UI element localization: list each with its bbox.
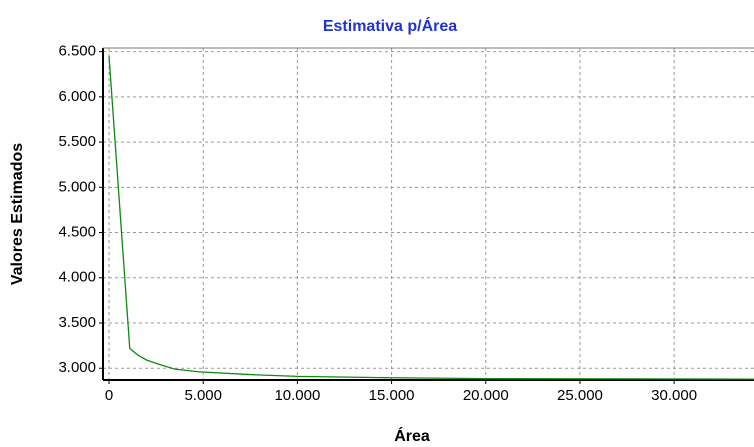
data-line xyxy=(108,56,754,380)
plot-area xyxy=(103,48,754,380)
x-tick-label: 25.000 xyxy=(557,387,603,404)
y-tick-label: 4.000 xyxy=(58,269,96,286)
x-tick-label: 10.000 xyxy=(274,387,320,404)
x-tick-label: 20.000 xyxy=(463,387,509,404)
y-tick-label: 6.000 xyxy=(58,88,96,105)
y-tick-label: 5.000 xyxy=(58,178,96,195)
x-axis-label: Área xyxy=(394,426,430,445)
x-tick-label: 0 xyxy=(105,387,113,404)
y-tick-label: 5.500 xyxy=(58,133,96,150)
y-tick-label: 4.500 xyxy=(58,224,96,241)
y-axis-label: Valores Estimados xyxy=(9,143,26,285)
y-tick-label: 3.500 xyxy=(58,314,96,331)
x-tick-label: 30.000 xyxy=(651,387,697,404)
chart-title: Estimativa p/Área xyxy=(323,16,457,35)
y-tick-label: 6.500 xyxy=(58,43,96,60)
x-tick-label: 15.000 xyxy=(369,387,415,404)
y-tick-label: 3.000 xyxy=(58,359,96,376)
x-tick-label: 5.000 xyxy=(184,387,222,404)
